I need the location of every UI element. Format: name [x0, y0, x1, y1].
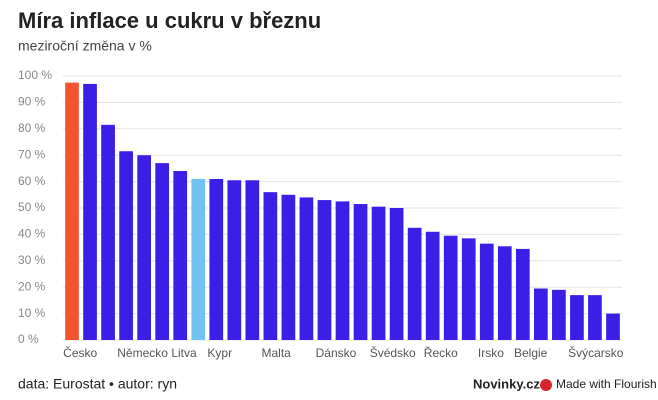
bar: [191, 178, 206, 340]
bar: [570, 295, 584, 340]
flourish-icon: [540, 379, 552, 391]
bar: [389, 208, 404, 340]
bar: [227, 180, 242, 340]
bar: [155, 163, 170, 340]
bar: [606, 313, 620, 340]
y-tick-label: 80 %: [18, 121, 46, 135]
bar: [101, 124, 115, 340]
y-tick-label: 90 %: [18, 95, 46, 109]
bar: [317, 200, 332, 340]
x-tick-label: Kypr: [207, 346, 232, 360]
x-tick-label: Německo: [117, 346, 168, 360]
y-tick-label: 0 %: [18, 332, 39, 346]
bar: [407, 227, 422, 340]
y-tick-label: 70 %: [18, 147, 46, 161]
credit[interactable]: Made with Flourish: [556, 377, 657, 391]
bar: [209, 178, 224, 340]
x-tick-label: Litva: [171, 346, 197, 360]
bar: [479, 243, 494, 340]
y-tick-label: 10 %: [18, 306, 46, 320]
bar: [552, 289, 566, 340]
bar: [299, 197, 314, 340]
x-tick-label: Řecko: [424, 345, 458, 360]
bar: [425, 231, 440, 340]
chart-title: Míra inflace u cukru v březnu: [18, 8, 321, 33]
bar: [588, 295, 602, 340]
source: data: Eurostat • autor: ryn: [18, 376, 177, 392]
x-tick-label: Dánsko: [316, 346, 357, 360]
x-tick-label: Malta: [262, 346, 292, 360]
bar: [173, 171, 188, 340]
bar: [65, 82, 79, 340]
bar: [497, 246, 512, 340]
bar: [137, 155, 151, 340]
brand: Novinky.cz: [473, 376, 540, 391]
bar: [119, 151, 133, 340]
y-tick-label: 50 %: [18, 200, 46, 214]
x-tick-label: Belgie: [514, 346, 548, 360]
x-tick-label: Irsko: [478, 346, 504, 360]
x-tick-label: Česko: [63, 345, 97, 360]
bar: [515, 248, 530, 340]
x-tick-label: Švýcarsko: [568, 345, 624, 360]
y-tick-label: 100 %: [18, 68, 52, 82]
bar: [461, 238, 476, 340]
bar: [371, 206, 386, 340]
bar: [534, 288, 548, 340]
bar: [443, 235, 458, 340]
bar: [263, 192, 278, 340]
chart-subtitle: meziroční změna v %: [18, 38, 152, 54]
x-tick-label: Švédsko: [370, 345, 416, 360]
bar: [353, 204, 368, 340]
bar: [83, 83, 97, 341]
y-tick-label: 30 %: [18, 253, 46, 267]
bar: [245, 180, 260, 340]
bar: [335, 201, 350, 340]
y-tick-label: 60 %: [18, 174, 46, 188]
y-tick-label: 20 %: [18, 279, 46, 293]
y-tick-label: 40 %: [18, 227, 46, 241]
bar: [281, 194, 296, 340]
